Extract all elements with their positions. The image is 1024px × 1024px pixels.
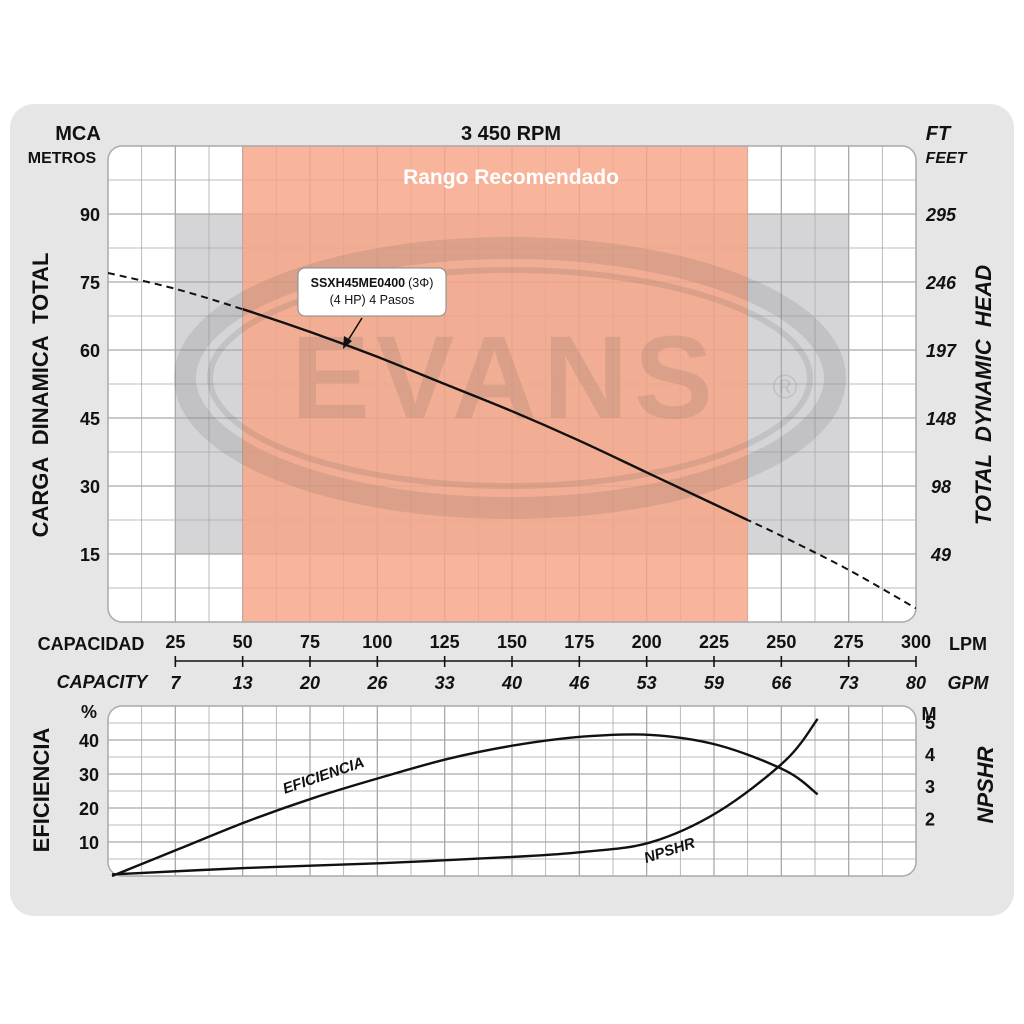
head-plot-border [107, 145, 917, 623]
right-unit-top: FT [926, 123, 952, 145]
recommended-range-label: Rango Recomendado [403, 166, 619, 189]
head-left-tick-labels: 15 30 45 60 75 90 [80, 205, 100, 565]
gpm-tick-label: 7 [170, 673, 181, 693]
model-annotation: SSXH45ME0400 (3Φ) (4 HP) 4 Pasos [297, 267, 447, 349]
lpm-tick-label: 25 [165, 632, 185, 652]
chart-title: 3 450 RPM [461, 123, 561, 145]
lpm-tick-label: 75 [300, 632, 320, 652]
right-axis-title: TOTAL DYNAMIC HEAD [971, 265, 996, 525]
head-curve [108, 271, 916, 610]
efficiency-grid-lines [108, 706, 916, 876]
watermark-text: EVANS [291, 312, 719, 444]
head-tick-mca: 15 [80, 545, 100, 565]
gpm-tick-label: 53 [637, 673, 657, 693]
head-tick-mca: 60 [80, 341, 100, 361]
x-label-lpm-right: LPM [949, 634, 987, 654]
head-tick-ft: 295 [925, 205, 957, 225]
efficiency-npshr-curves [111, 718, 819, 878]
npshr-axis-title: NPSHR [973, 746, 998, 823]
lpm-tick-label: 300 [901, 632, 931, 652]
head-right-tick-labels: 49 98 148 197 246 295 [925, 205, 957, 565]
npshr-tick-label: 2 [925, 809, 935, 829]
annotation-line1: SSXH45ME0400 (3Φ) [311, 276, 434, 290]
lpm-tick-label: 150 [497, 632, 527, 652]
lpm-tick-label: 125 [430, 632, 460, 652]
lpm-tick-label: 175 [564, 632, 594, 652]
annotation-arrow-line [346, 317, 363, 343]
left-unit-bottom: METROS [28, 150, 97, 167]
x-label-gpm-left: CAPACITY [57, 672, 150, 692]
efficiency-tick-label: 10 [79, 833, 99, 853]
efficiency-tick-label: 30 [79, 765, 99, 785]
left-unit-top: MCA [55, 123, 101, 145]
annotation-model: SSXH45ME0400 [311, 276, 406, 290]
recommended-range-band [242, 146, 748, 622]
x-label-lpm-left: CAPACIDAD [38, 634, 145, 654]
bottom-right-unit: M [922, 704, 937, 724]
left-axis-title: CARGA DINAMICA TOTAL [28, 253, 53, 538]
npshr-tick-label: 5 [925, 713, 935, 733]
head-tick-mca: 30 [80, 477, 100, 497]
head-tick-mca: 45 [80, 409, 100, 429]
head-tick-ft: 148 [926, 409, 956, 429]
lpm-tick-label: 50 [233, 632, 253, 652]
registered-icon: ® [772, 368, 797, 406]
head-tick-mca: 90 [80, 205, 100, 225]
annotation-line2: (4 HP) 4 Pasos [330, 293, 415, 307]
recommended-range-rect [242, 146, 748, 622]
evans-logo-watermark: EVANS ® [174, 237, 846, 519]
head-tick-mca: 75 [80, 273, 100, 293]
right-unit-bottom: FEET [926, 150, 968, 167]
gpm-tick-label: 73 [839, 673, 859, 693]
efficiency-tick-labels: 10 20 30 40 [79, 731, 99, 853]
npshr-curve [111, 718, 819, 876]
lpm-tick-label: 200 [632, 632, 662, 652]
efficiency-curve [111, 733, 819, 878]
gpm-tick-label: 40 [501, 673, 522, 693]
gpm-tick-label: 66 [771, 673, 792, 693]
lpm-tick-label: 250 [766, 632, 796, 652]
gpm-tick-label: 59 [704, 673, 724, 693]
efficiency-axis-title: EFICIENCIA [29, 728, 54, 853]
gpm-tick-label: 46 [568, 673, 590, 693]
npshr-tick-label: 4 [925, 745, 935, 765]
head-tick-ft: 197 [926, 341, 957, 361]
gpm-tick-label: 26 [366, 673, 388, 693]
capacity-axis: 25 7 50 13 75 20 100 26 125 33 150 40 175 46 200 53 225 5… [165, 632, 931, 693]
head-tick-ft: 246 [925, 273, 957, 293]
gpm-tick-label: 33 [435, 673, 455, 693]
lpm-tick-label: 275 [834, 632, 864, 652]
annotation-box [297, 267, 447, 317]
head-curve-solid [242, 271, 748, 610]
gpm-tick-label: 13 [233, 673, 253, 693]
gpm-tick-label: 20 [299, 673, 320, 693]
npshr-tick-label: 3 [925, 777, 935, 797]
gpm-tick-label: 80 [906, 673, 926, 693]
head-tick-ft: 49 [930, 545, 951, 565]
x-label-gpm-right: GPM [947, 673, 989, 693]
head-tick-ft: 98 [931, 477, 951, 497]
annotation-arrow-head [343, 336, 352, 349]
annotation-phase: (3Φ) [408, 276, 433, 290]
lpm-tick-label: 100 [362, 632, 392, 652]
efficiency-plot-border [107, 705, 917, 877]
efficiency-tick-label: 20 [79, 799, 99, 819]
lpm-tick-label: 225 [699, 632, 729, 652]
bottom-left-unit: % [81, 702, 97, 722]
efficiency-tick-label: 40 [79, 731, 99, 751]
npshr-tick-labels: 2 3 4 5 [925, 713, 935, 829]
